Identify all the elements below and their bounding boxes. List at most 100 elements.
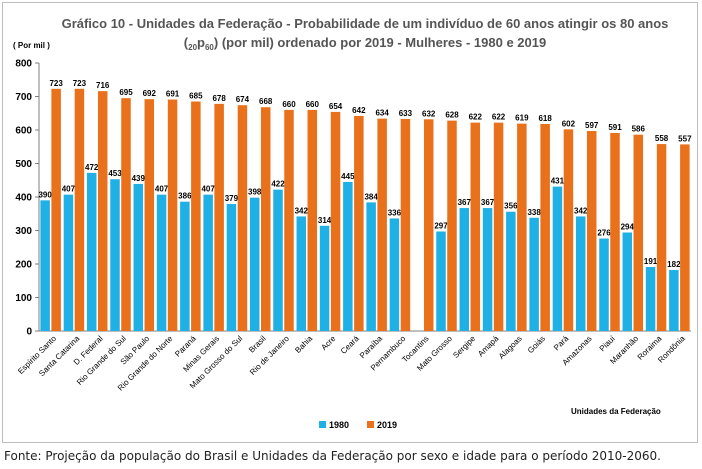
bar-2019 [330,111,341,331]
x-tick-label: Bahia [293,334,314,355]
chart-title-line1: Gráfico 10 - Unidades da Federação - Pro… [62,16,669,31]
bar-2019 [680,144,690,331]
bar-1980 [575,216,586,331]
data-label-1980: 439 [132,174,146,183]
data-label-1980: 472 [85,163,99,172]
bar-1980 [482,208,493,331]
bar-1980 [319,225,330,331]
chart-title-line2: (20p60) (por mil) ordenado por 2019 - Mu… [184,35,546,52]
bar-2019 [447,120,457,332]
data-label-2019: 597 [585,121,599,130]
data-label-1980: 379 [225,194,239,203]
data-label-2019: 634 [375,109,389,118]
data-label-2019: 618 [538,114,552,123]
data-label-1980: 336 [388,208,402,217]
data-label-1980: 398 [248,188,262,197]
bar-2019 [191,101,201,332]
data-label-2019: 619 [515,114,529,123]
data-label-2019: 723 [73,79,87,88]
data-label-1980: 367 [481,198,495,207]
bar-2019 [121,98,131,331]
data-label-2019: 674 [236,95,250,104]
data-label-2019: 660 [306,100,320,109]
data-label-1980: 297 [434,222,448,231]
bar-2019 [144,99,155,332]
bar-2019 [610,133,620,331]
bar-1980 [296,216,307,331]
data-label-1980: 342 [574,206,588,215]
y-tick-label: 200 [15,260,32,271]
bar-1980 [645,267,656,331]
bar-1980 [343,181,353,331]
bar-1980 [180,201,190,331]
bar-1980 [63,194,74,331]
data-label-1980: 356 [504,202,518,211]
bar-1980 [622,232,633,331]
bar-1980 [203,194,213,331]
bars-group: 390 723 407 723 472 716 453 695 439 692 407 691 386 6… [38,79,692,332]
data-label-2019: 716 [96,81,110,90]
legend: 1980 2019 [319,420,397,430]
bar-2019 [517,123,527,331]
bar-2019 [260,107,271,331]
bar-1980 [436,231,446,331]
legend-label-1980: 1980 [329,420,349,430]
data-label-1980: 384 [364,192,378,201]
x-tick-label: Piauí [598,334,618,354]
bar-1980 [40,200,50,331]
data-label-2019: 668 [259,97,273,106]
x-tick-label: Alagoas [497,334,524,361]
data-label-2019: 695 [119,88,133,97]
data-label-2019: 602 [562,119,576,128]
data-label-2019: 622 [492,113,506,122]
data-label-2019: 628 [445,111,459,120]
data-label-1980: 191 [644,257,658,266]
data-label-2019: 685 [189,92,203,101]
data-label-1980: 338 [527,208,541,217]
bar-2019 [74,88,85,331]
data-label-1980: 390 [38,190,52,199]
x-tick-label: Acre [319,334,337,352]
bar-2019 [400,118,411,331]
data-label-2019: 632 [422,109,436,118]
data-label-1980: 407 [155,185,169,194]
data-label-2019: 633 [399,109,413,118]
bar-1980 [669,270,679,331]
bar-2019 [470,122,481,331]
data-label-2019: 557 [678,134,692,143]
data-label-2019: 622 [469,113,483,122]
source-note: Fonte: Projeção da população do Brasil e… [4,449,661,463]
data-label-2019: 586 [632,125,646,134]
bar-2019 [307,109,318,332]
data-label-1980: 342 [295,206,309,215]
bar-2019 [656,144,667,331]
data-label-1980: 453 [108,169,122,178]
x-tick-label: Sergipe [451,334,477,360]
y-tick-label: 0 [26,327,32,338]
data-label-1980: 445 [341,172,355,181]
y-tick-label: 400 [15,193,32,204]
y-tick-label: 700 [15,92,32,103]
data-label-2019: 691 [166,90,180,99]
bar-2019 [97,91,108,331]
data-label-1980: 182 [667,260,681,269]
bar-1980 [226,204,237,331]
bar-2019 [563,129,574,331]
bar-2019 [214,103,224,332]
bar-2019 [167,99,178,331]
bar-1980 [506,211,516,331]
y-axis-label: ( Por mil ) [13,41,50,50]
bar-2019 [377,118,387,331]
bar-chart: Gráfico 10 - Unidades da Federação - Pro… [13,16,692,430]
bar-2019 [284,109,294,332]
x-tick-label: Brasil [247,334,268,355]
y-tick-label: 600 [15,126,32,137]
legend-swatch-2019 [367,421,374,428]
bar-1980 [529,217,539,331]
bar-2019 [633,134,644,331]
data-label-1980: 294 [621,223,635,232]
data-label-1980: 276 [597,229,611,238]
x-axis-label: Unidades da Federação [571,407,661,416]
bar-2019 [586,131,597,331]
